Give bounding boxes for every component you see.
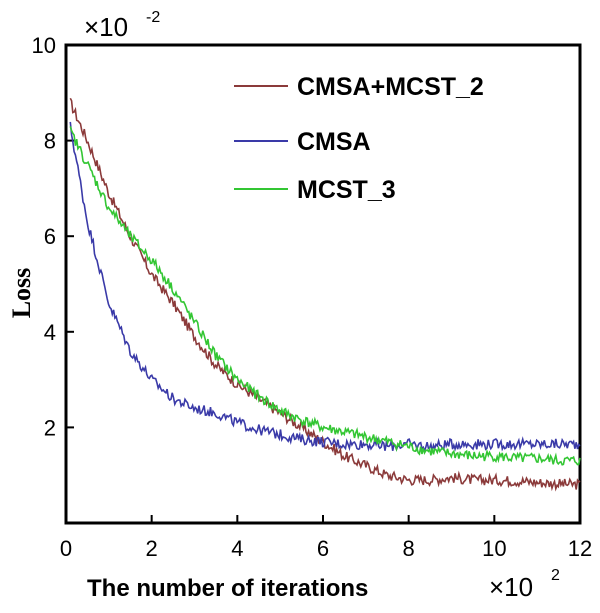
x-tick-label: 6: [317, 536, 329, 561]
y-tick-label: 10: [32, 33, 56, 58]
x-tick-label: 12: [568, 536, 592, 561]
series-line-cmsa-mcst-2: [69, 97, 581, 492]
axes: 0 2 4 6 8 10 12 2 4 6 8 10: [32, 33, 593, 561]
legend-label-cmsa: CMSA: [297, 128, 371, 156]
y-tick-label: 8: [44, 129, 56, 154]
series-line-cmsa: [69, 121, 581, 454]
y-tick-label: 2: [44, 415, 56, 440]
x-tick-label: 4: [231, 536, 243, 561]
legend-label-cmsa-mcst-2: CMSA+MCST_2: [297, 73, 484, 101]
x-tick-label: 8: [403, 536, 415, 561]
x-tick-label: 2: [146, 536, 158, 561]
plot-frame: [64, 43, 582, 525]
y-tick-label: 6: [44, 224, 56, 249]
y-tick-label: 4: [44, 320, 56, 345]
x-tick-label: 10: [482, 536, 506, 561]
series-line-mcst-3: [69, 126, 581, 466]
legend-label-mcst-3: MCST_3: [297, 176, 396, 204]
x-multiplier: ×10 2: [489, 567, 560, 602]
legend: CMSA+MCST_2 CMSA MCST_3: [234, 73, 484, 204]
svg-text:×10: ×10: [84, 12, 128, 42]
x-axis-label: The number of iterations: [87, 575, 368, 602]
x-tick-label: 0: [60, 536, 72, 561]
y-multiplier: ×10 -2: [84, 9, 160, 42]
y-axis-label: Loss: [7, 268, 36, 319]
svg-text:×10: ×10: [489, 572, 533, 602]
svg-text:-2: -2: [146, 9, 160, 26]
svg-text:2: 2: [551, 567, 560, 584]
series-lines: [69, 97, 581, 492]
